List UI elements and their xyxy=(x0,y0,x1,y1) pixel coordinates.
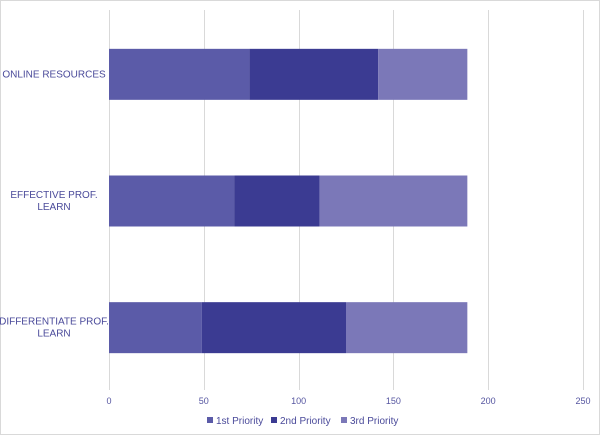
x-tick-label: 50 xyxy=(199,396,209,406)
bar-segment xyxy=(378,48,468,100)
category-label: EFFECTIVE PROF. xyxy=(10,190,97,201)
bars xyxy=(109,48,468,354)
bar-segment xyxy=(109,302,202,354)
bar-segment xyxy=(319,175,468,227)
bar-segment xyxy=(109,175,235,227)
category-label: LEARN xyxy=(37,329,70,340)
bar-segment xyxy=(109,48,250,100)
legend-label: 3rd Priority xyxy=(350,416,398,427)
x-axis-ticks: 0 50 100 150 200 250 xyxy=(106,396,590,406)
legend-swatch xyxy=(271,417,277,423)
x-tick-label: 200 xyxy=(481,396,496,406)
category-label: DIFFERENTIATE PROF. xyxy=(0,317,109,328)
legend: 1st Priority 2nd Priority 3rd Priority xyxy=(207,416,398,427)
x-tick-label: 250 xyxy=(575,396,590,406)
bar-segment xyxy=(249,48,379,100)
bar-segment xyxy=(234,175,320,227)
category-label: LEARN xyxy=(37,202,70,213)
bar-segment xyxy=(201,302,346,354)
legend-label: 2nd Priority xyxy=(280,416,331,427)
legend-swatch xyxy=(207,417,213,423)
x-tick-label: 100 xyxy=(291,396,306,406)
legend-swatch xyxy=(341,417,347,423)
legend-label: 1st Priority xyxy=(216,416,263,427)
x-tick-label: 150 xyxy=(386,396,401,406)
category-label: ONLINE RESOURCES xyxy=(2,69,106,80)
x-tick-label: 0 xyxy=(106,396,111,406)
bar-segment xyxy=(346,302,468,354)
